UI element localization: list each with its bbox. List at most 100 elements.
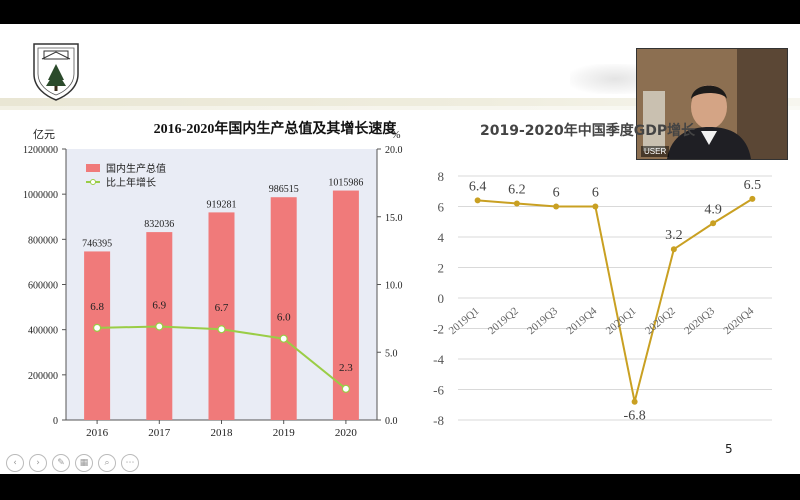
growth-point	[92, 323, 102, 332]
growth-value-label: 6.7	[215, 302, 229, 314]
y-tick-label: -2	[433, 322, 444, 337]
growth-point	[155, 322, 164, 331]
gdp-bar-value-label: 1015986	[328, 178, 363, 189]
y-left-unit-label: 亿元	[33, 128, 55, 141]
y-left-tick-label: 400000	[28, 326, 58, 337]
y-tick-label: 6	[438, 200, 445, 215]
y-left-tick-label: 0	[53, 416, 58, 427]
quarterly-value-label: 6.4	[469, 179, 487, 194]
gdp-bar	[270, 197, 297, 420]
x-tick-label: 2019Q1	[447, 305, 482, 337]
pen-icon[interactable]: ✎	[52, 454, 70, 472]
y-left-tick-label: 800000	[28, 235, 58, 246]
y-tick-label: 4	[438, 230, 445, 245]
y-right-unit-label: %	[391, 129, 400, 141]
previous-slide-icon[interactable]: ‹	[6, 454, 24, 472]
letterbox-bottom	[0, 474, 800, 500]
y-tick-label: -6	[433, 383, 444, 398]
x-ticks-group: 2016 2017 2018 2019 2020	[86, 420, 357, 439]
legend: 国内生产总值 比上年增长	[86, 162, 166, 189]
legend-gdp-swatch	[86, 164, 100, 172]
zoom-icon[interactable]: ⌕	[98, 454, 116, 472]
x-tick-label: 2019	[273, 427, 296, 439]
quarterly-point	[474, 197, 481, 204]
quarterly-gdp-line-chart: -8 -6 -4 -2 0 2 4 6 8 6.4 6.2 6 6 -6.8 3.2 4.9 6.5 2019…	[433, 169, 772, 428]
legend-gdp-label: 国内生产总值	[106, 162, 166, 175]
y-tick-label: 8	[438, 169, 445, 184]
header-band	[0, 98, 800, 106]
growth-point	[217, 325, 226, 334]
x-tick-label: 2020Q2	[643, 305, 678, 337]
bar-labels-group: 746395 832036 919281 986515 1015986	[82, 178, 363, 250]
gdp-bar-value-label: 986515	[269, 184, 299, 195]
y-right-tick-label: 0.0	[385, 416, 398, 427]
quarterly-value-label: 6	[592, 186, 599, 201]
quarterly-value-label: 6.5	[744, 178, 762, 193]
quarterly-point	[513, 200, 520, 207]
y-tick-label: 0	[438, 291, 445, 306]
next-slide-icon[interactable]: ›	[29, 454, 47, 472]
x-tick-label: 2019Q3	[525, 305, 560, 337]
x-tick-label: 2020Q4	[721, 305, 756, 337]
quarterly-point	[670, 246, 677, 253]
quarterly-value-label: 4.9	[704, 202, 722, 217]
more-options-icon[interactable]: ⋯	[121, 454, 139, 472]
y-tick-label: -8	[433, 413, 444, 428]
x-tick-label: 2016	[86, 427, 109, 439]
y-tick-label: 2	[438, 261, 445, 276]
gdp-bar-value-label: 919281	[207, 199, 237, 210]
right-chart-title: 2019-2020年中国季度GDP增长	[480, 123, 696, 139]
y-right-tick-label: 5.0	[385, 348, 398, 359]
growth-point	[279, 334, 288, 343]
webcam-user-label: USER	[641, 146, 670, 157]
gdp-combo-chart: 亿元 % 0 200000 400000 600000 800000 1000000 120…	[23, 128, 403, 439]
x-tick-label: 2018	[211, 427, 234, 439]
y-right-tick-label: 15.0	[385, 213, 403, 224]
right-grid-group: -8 -6 -4 -2 0 2 4 6 8	[433, 169, 772, 428]
legend-growth-marker	[90, 179, 96, 185]
y-right-tick-label: 20.0	[385, 145, 403, 156]
gdp-bar	[84, 251, 111, 420]
x-tick-label: 2019Q2	[486, 305, 521, 337]
y-left-tick-label: 600000	[28, 281, 58, 292]
slide-toolbar: ‹ › ✎ ▦ ⌕ ⋯	[6, 454, 139, 472]
y-left-tick-label: 200000	[28, 371, 58, 382]
quarterly-value-label: -6.8	[624, 409, 646, 424]
webcam-person-icon	[637, 49, 787, 159]
gdp-bar	[208, 212, 235, 420]
header-band-shadow	[0, 106, 800, 110]
growth-value-label: 6.8	[90, 301, 104, 313]
growth-value-label: 6.0	[277, 312, 291, 324]
university-logo-icon	[33, 43, 79, 101]
x-tick-label: 2020	[335, 427, 358, 439]
growth-value-label: 2.3	[339, 362, 353, 374]
quarterly-point	[592, 203, 599, 210]
x-tick-label: 2019Q4	[564, 305, 599, 337]
quarterly-point	[749, 195, 756, 202]
quarterly-growth-line	[477, 198, 753, 402]
right-x-ticks-group: 2019Q1 2019Q2 2019Q3 2019Q4 2020Q1 2020Q2 2020…	[447, 305, 757, 337]
gdp-bar-value-label: 832036	[144, 219, 174, 230]
quarterly-value-label: 6.2	[508, 182, 526, 197]
quarterly-line-group: 6.4 6.2 6 6 -6.8 3.2 4.9 6.5	[469, 178, 761, 424]
quarterly-point	[631, 398, 638, 405]
legend-growth-label: 比上年增长	[106, 176, 156, 189]
growth-line-group: 6.8 6.9 6.7 6.0 2.3	[90, 300, 353, 393]
left-chart-title: 2016-2020年国内生产总值及其增长速度	[153, 122, 397, 137]
y-tick-label: -4	[433, 352, 444, 367]
gdp-bar-value-label: 746395	[82, 238, 112, 249]
growth-value-label: 6.9	[152, 300, 166, 312]
quarterly-point	[710, 220, 717, 227]
presentation-slide: USER 2016-2020年国内生产总值及其增长速度 2019-2020年中国…	[0, 24, 800, 474]
quarterly-value-label: 6	[553, 186, 560, 201]
webcam-video-tile[interactable]: USER	[636, 48, 788, 160]
x-tick-label: 2017	[148, 427, 171, 439]
y-right-tick-label: 10.0	[385, 281, 403, 292]
growth-point	[341, 384, 350, 393]
quarterly-point	[553, 203, 560, 210]
slides-grid-icon[interactable]: ▦	[75, 454, 93, 472]
quarterly-value-label: 3.2	[665, 228, 683, 243]
slide-page-number: 5	[725, 442, 733, 456]
x-tick-label: 2020Q3	[682, 305, 717, 337]
y-left-tick-label: 1200000	[23, 145, 58, 156]
